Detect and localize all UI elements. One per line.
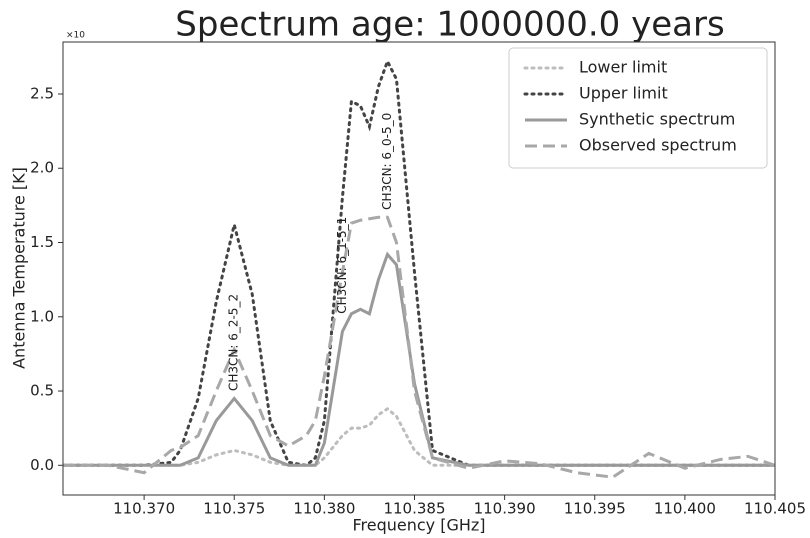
- y-axis-label: Antenna Temperature [K]: [10, 167, 29, 369]
- x-tick-label: 110.385: [383, 500, 445, 518]
- legend-label: Upper limit: [579, 84, 668, 103]
- series-line: [63, 215, 775, 479]
- offset-text: ×10: [66, 31, 85, 41]
- series-line: [63, 406, 775, 467]
- peak-annotation: CH3CN: 6_0-5_0: [380, 113, 394, 210]
- y-tick-label: 0.0: [30, 456, 54, 474]
- legend-label: Synthetic spectrum: [579, 110, 735, 129]
- peak-annotation: CH3CN: 6_2-5_2: [227, 294, 241, 391]
- y-tick-label: 2.0: [30, 159, 54, 177]
- x-tick-label: 110.395: [564, 500, 626, 518]
- x-axis-label: Frequency [GHz]: [352, 516, 485, 535]
- legend-label: Lower limit: [579, 58, 667, 77]
- x-tick-label: 110.375: [203, 500, 265, 518]
- series-line: [63, 251, 775, 467]
- y-tick-label: 0.5: [30, 382, 54, 400]
- peak-annotation: CH3CN: 6_1-5_1: [335, 217, 349, 314]
- x-tick-label: 110.405: [744, 500, 806, 518]
- y-tick-label: 2.5: [30, 84, 54, 102]
- x-tick-label: 110.400: [654, 500, 716, 518]
- y-tick-label: 1.5: [30, 233, 54, 251]
- legend-box: [508, 47, 768, 169]
- x-tick-label: 110.370: [113, 500, 175, 518]
- y-tick-label: 1.0: [30, 307, 54, 325]
- plot-frame: [62, 41, 776, 496]
- legend-label: Observed spectrum: [579, 136, 737, 155]
- x-tick-label: 110.390: [474, 500, 536, 518]
- chart-title: Spectrum age: 1000000.0 years: [175, 5, 724, 45]
- x-tick-label: 110.380: [293, 500, 355, 518]
